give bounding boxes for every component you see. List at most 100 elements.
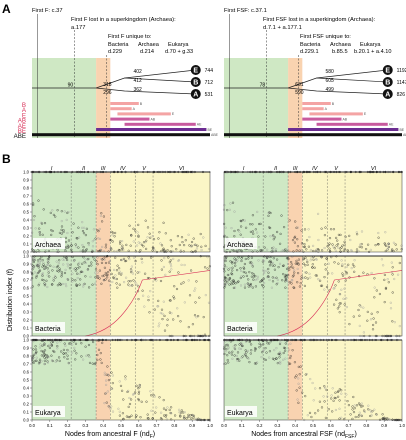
data-point <box>332 245 335 248</box>
data-point <box>297 382 300 385</box>
data-point <box>107 379 110 382</box>
data-point <box>278 356 281 359</box>
data-point <box>38 358 42 361</box>
data-point <box>380 258 383 261</box>
data-point <box>125 276 128 279</box>
data-point <box>94 271 97 274</box>
tree-right-tip-count-B: 1147 <box>397 80 406 86</box>
data-point <box>35 356 38 359</box>
set-label-E: E <box>22 112 26 119</box>
data-point <box>272 234 275 237</box>
scatter-right-bacteria: Bacteria <box>222 255 403 338</box>
tree-left-tip-count-B: 712 <box>205 80 214 86</box>
data-point <box>71 343 74 346</box>
data-point <box>231 262 234 265</box>
data-point <box>262 343 265 346</box>
data-point <box>389 301 392 304</box>
data-point <box>56 209 59 212</box>
data-point <box>128 224 131 227</box>
x-tick-label: 0.9 <box>189 423 195 428</box>
data-point <box>50 229 53 232</box>
data-point <box>34 352 37 355</box>
data-point <box>306 239 309 242</box>
data-point <box>121 240 124 243</box>
data-point <box>230 261 234 264</box>
data-point <box>338 305 341 308</box>
tree-right-branch-a <box>288 87 388 95</box>
data-point <box>125 243 128 246</box>
data-point <box>158 231 161 234</box>
data-point <box>80 270 83 273</box>
data-point <box>290 263 293 266</box>
tree-right-tip-count-E: 1192 <box>397 68 406 74</box>
tree-right: 78631590580605499E1192B1147A826BAEABAEBE… <box>224 14 406 138</box>
data-point <box>122 257 126 260</box>
data-point <box>141 261 144 264</box>
data-point <box>34 345 37 348</box>
data-point <box>66 211 69 214</box>
data-point <box>194 301 197 304</box>
data-point <box>256 278 259 281</box>
data-point <box>151 235 154 238</box>
data-point <box>341 274 345 277</box>
data-point <box>94 237 97 240</box>
bg-yellow <box>302 340 402 420</box>
phase-label-right-VI: VI <box>371 166 377 172</box>
panel-name-bg <box>33 238 65 249</box>
data-point <box>96 256 99 259</box>
data-point <box>84 345 87 348</box>
tree-right-branch-count-5: 499 <box>325 87 334 93</box>
data-point <box>303 284 306 287</box>
data-point <box>58 259 61 262</box>
data-point <box>273 264 276 267</box>
data-point <box>387 245 390 248</box>
data-point <box>347 250 350 253</box>
data-point <box>169 262 172 266</box>
data-point <box>137 399 141 402</box>
unique-group-left-3: Eukarya <box>168 42 189 48</box>
data-point <box>234 344 237 347</box>
data-point <box>323 276 326 279</box>
data-point <box>295 259 298 262</box>
data-point <box>69 342 72 345</box>
data-point <box>85 227 88 230</box>
data-point <box>239 267 242 270</box>
phase-label-right-I: I <box>243 166 245 172</box>
data-point <box>309 378 312 381</box>
data-point <box>391 273 394 276</box>
lost-event-right: First FSF lost in a superkingdom (Archae… <box>263 17 376 23</box>
data-point <box>193 314 197 317</box>
data-point <box>66 246 69 249</box>
data-point <box>71 272 74 275</box>
data-point <box>54 360 57 363</box>
panel-name-text: Eukarya <box>227 410 253 417</box>
phase-label-left-IV: IV <box>120 166 127 172</box>
data-point <box>115 277 118 281</box>
data-point <box>248 261 252 264</box>
panel-name-left-eukarya: Eukarya <box>33 406 65 417</box>
data-point <box>37 264 40 267</box>
y-tick-label: 1.0 <box>23 170 29 175</box>
bg-orange <box>96 340 111 420</box>
data-point <box>68 267 72 270</box>
scatter-right-archaea: Archaea <box>222 170 403 254</box>
data-point <box>234 282 237 285</box>
data-point <box>237 280 240 283</box>
tree-left-set-bar-AE <box>124 122 196 126</box>
panel-name-bg <box>33 406 65 417</box>
data-point <box>117 248 120 252</box>
data-point <box>256 275 259 278</box>
data-point <box>46 260 49 264</box>
y-tick-label: 0.8 <box>23 186 29 191</box>
phase-label-right-V: V <box>334 166 339 172</box>
data-point <box>275 248 278 251</box>
data-point <box>335 244 338 247</box>
data-point <box>90 264 93 267</box>
data-point <box>40 360 43 363</box>
data-point <box>38 263 42 266</box>
y-tick-label: 0.7 <box>23 194 29 199</box>
data-point <box>195 247 199 250</box>
data-point <box>56 341 59 344</box>
data-point <box>249 223 252 226</box>
data-point <box>231 357 234 360</box>
